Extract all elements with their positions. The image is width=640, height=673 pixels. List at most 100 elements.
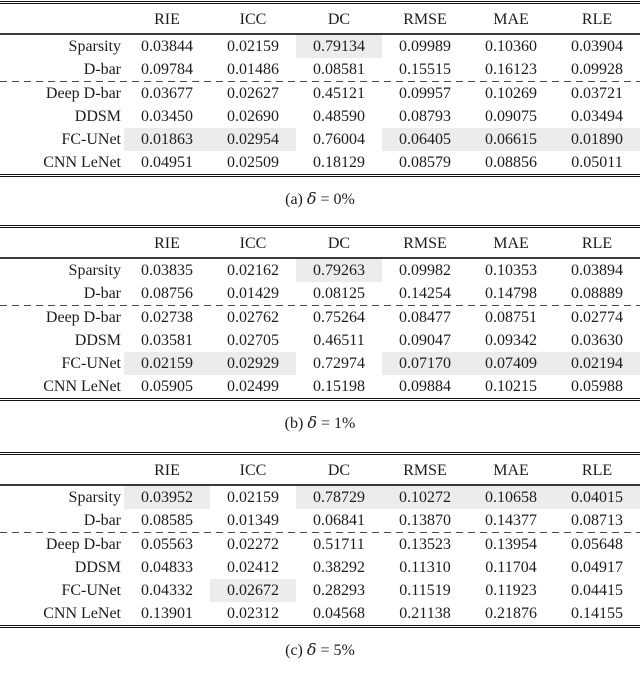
value-cell-mae: 0.06615: [468, 128, 554, 151]
table-caption: (c) δ = 5%: [0, 640, 640, 660]
value-cell-dc: 0.18129: [313, 154, 365, 171]
value-cell-dc: 0.51711: [313, 536, 365, 553]
table-row-cnn-lenet: CNN LeNet 0.05905 0.02499 0.15198 0.09884 0.1…: [0, 375, 640, 398]
value-cell-icc: 0.02159: [227, 38, 279, 55]
column-header-rmse: RMSE: [403, 235, 447, 252]
value-cell-rie: 0.03952: [124, 486, 210, 509]
corner-cell: [0, 4, 124, 35]
row-label: Deep D-bar: [45, 309, 121, 326]
value-cell-dc: 0.46511: [313, 332, 365, 349]
table-row-d-bar: D-bar 0.09784 0.01486 0.08581 0.15515 0.16123…: [0, 58, 640, 81]
table-row-sparsity: Sparsity 0.03844 0.02159 0.79134 0.09989 0.10…: [0, 35, 640, 58]
value-cell-rmse: 0.08579: [399, 154, 451, 171]
column-header-mae: MAE: [493, 11, 529, 28]
row-label: D-bar: [83, 512, 121, 529]
value-cell-rmse: 0.09957: [399, 85, 451, 102]
table-row-cnn-lenet: CNN LeNet 0.04951 0.02509 0.18129 0.08579 0.0…: [0, 151, 640, 174]
value-cell-rmse: 0.07170: [382, 352, 468, 375]
value-cell-rie: 0.01863: [124, 128, 210, 151]
table-row-ddsm: DDSM 0.03450 0.02690 0.48590 0.08793 0.09075 0…: [0, 105, 640, 128]
value-cell-rmse: 0.15515: [399, 61, 451, 78]
value-cell-mae: 0.10360: [485, 38, 537, 55]
value-cell-rle: 0.05648: [571, 536, 623, 553]
caption-index: (c): [285, 642, 303, 659]
value-cell-rmse: 0.08477: [399, 309, 451, 326]
value-cell-icc: 0.02312: [227, 605, 279, 622]
value-cell-dc: 0.76004: [313, 131, 365, 148]
value-cell-rmse: 0.13870: [399, 512, 451, 529]
column-header-icc: ICC: [239, 235, 267, 252]
value-cell-rmse: 0.11310: [399, 559, 451, 576]
value-cell-rie: 0.08585: [141, 512, 193, 529]
value-cell-dc: 0.04568: [313, 605, 365, 622]
column-header-rie: RIE: [154, 235, 180, 252]
value-cell-rie: 0.09784: [141, 61, 193, 78]
value-cell-dc: 0.45121: [313, 85, 365, 102]
row-label: FC-UNet: [61, 131, 121, 148]
caption-value: = 1%: [320, 415, 356, 432]
header-rule: [0, 33, 640, 35]
value-cell-dc: 0.78729: [296, 486, 382, 509]
column-header-rle: RLE: [581, 235, 613, 252]
table-row-fc-unet: FC-UNet 0.04332 0.02672 0.28293 0.11519 0.119…: [0, 579, 640, 602]
delta-symbol: δ: [307, 413, 317, 432]
value-cell-rle: 0.02194: [554, 352, 640, 375]
bottom-rule: [0, 398, 640, 401]
value-cell-dc: 0.08581: [313, 61, 365, 78]
row-label: CNN LeNet: [43, 378, 121, 395]
value-cell-mae: 0.14377: [485, 512, 537, 529]
value-cell-rmse: 0.09884: [399, 378, 451, 395]
value-cell-rle: 0.02774: [571, 309, 623, 326]
header-rule: [0, 484, 640, 486]
column-header-rie: RIE: [154, 11, 180, 28]
value-cell-rie: 0.02159: [124, 352, 210, 375]
column-header-rle: RLE: [581, 462, 613, 479]
value-cell-rie: 0.03581: [141, 332, 193, 349]
table-block-delta-5: RIE ICC DC RMSE MAE RLE Sparsity 0.03952 0.0215…: [0, 452, 640, 660]
value-cell-dc: 0.75264: [313, 309, 365, 326]
table-row-fc-unet: FC-UNet 0.01863 0.02954 0.76004 0.06405 0.066…: [0, 128, 640, 151]
value-cell-dc: 0.48590: [313, 108, 365, 125]
table-row-sparsity: Sparsity 0.03835 0.02162 0.79263 0.09982 0.10…: [0, 259, 640, 282]
value-cell-mae: 0.14798: [485, 285, 537, 302]
value-cell-rie: 0.08756: [141, 285, 193, 302]
column-header-icc: ICC: [239, 11, 267, 28]
dashed-separator: [0, 81, 640, 82]
table-block-delta-0: RIE ICC DC RMSE MAE RLE Sparsity 0.03844 0.0215…: [0, 1, 640, 209]
top-rule: [0, 1, 640, 4]
value-cell-rie: 0.03844: [141, 38, 193, 55]
value-cell-mae: 0.10215: [485, 378, 537, 395]
bottom-rule: [0, 625, 640, 628]
value-cell-rle: 0.03721: [571, 85, 623, 102]
value-cell-rie: 0.04951: [141, 154, 193, 171]
value-cell-icc: 0.02272: [227, 536, 279, 553]
value-cell-mae: 0.09342: [485, 332, 537, 349]
value-cell-rmse: 0.21138: [399, 605, 451, 622]
value-cell-rie: 0.02738: [141, 309, 193, 326]
value-cell-dc: 0.06841: [313, 512, 365, 529]
value-cell-rmse: 0.06405: [382, 128, 468, 151]
top-rule: [0, 225, 640, 228]
value-cell-rie: 0.05905: [141, 378, 193, 395]
table-row-ddsm: DDSM 0.04833 0.02412 0.38292 0.11310 0.11704 0…: [0, 556, 640, 579]
bottom-rule: [0, 174, 640, 177]
value-cell-rmse: 0.14254: [399, 285, 451, 302]
value-cell-rle: 0.03630: [571, 332, 623, 349]
value-cell-rle: 0.08889: [571, 285, 623, 302]
value-cell-rie: 0.04833: [141, 559, 193, 576]
value-cell-icc: 0.01429: [227, 285, 279, 302]
value-cell-rle: 0.03494: [571, 108, 623, 125]
table-row-deep-d-bar: Deep D-bar 0.05563 0.02272 0.51711 0.13523 0.…: [0, 533, 640, 556]
value-cell-icc: 0.02627: [227, 85, 279, 102]
table-row-d-bar: D-bar 0.08756 0.01429 0.08125 0.14254 0.14798…: [0, 282, 640, 305]
value-cell-rie: 0.13901: [141, 605, 193, 622]
column-header-rle: RLE: [581, 11, 613, 28]
value-cell-icc: 0.02162: [227, 262, 279, 279]
value-cell-dc: 0.79134: [296, 35, 382, 58]
corner-cell: [0, 228, 124, 259]
column-header-mae: MAE: [493, 235, 529, 252]
table-row-fc-unet: FC-UNet 0.02159 0.02929 0.72974 0.07170 0.074…: [0, 352, 640, 375]
column-header-rie: RIE: [154, 462, 180, 479]
row-label: Sparsity: [68, 38, 121, 55]
column-header-dc: DC: [327, 235, 351, 252]
